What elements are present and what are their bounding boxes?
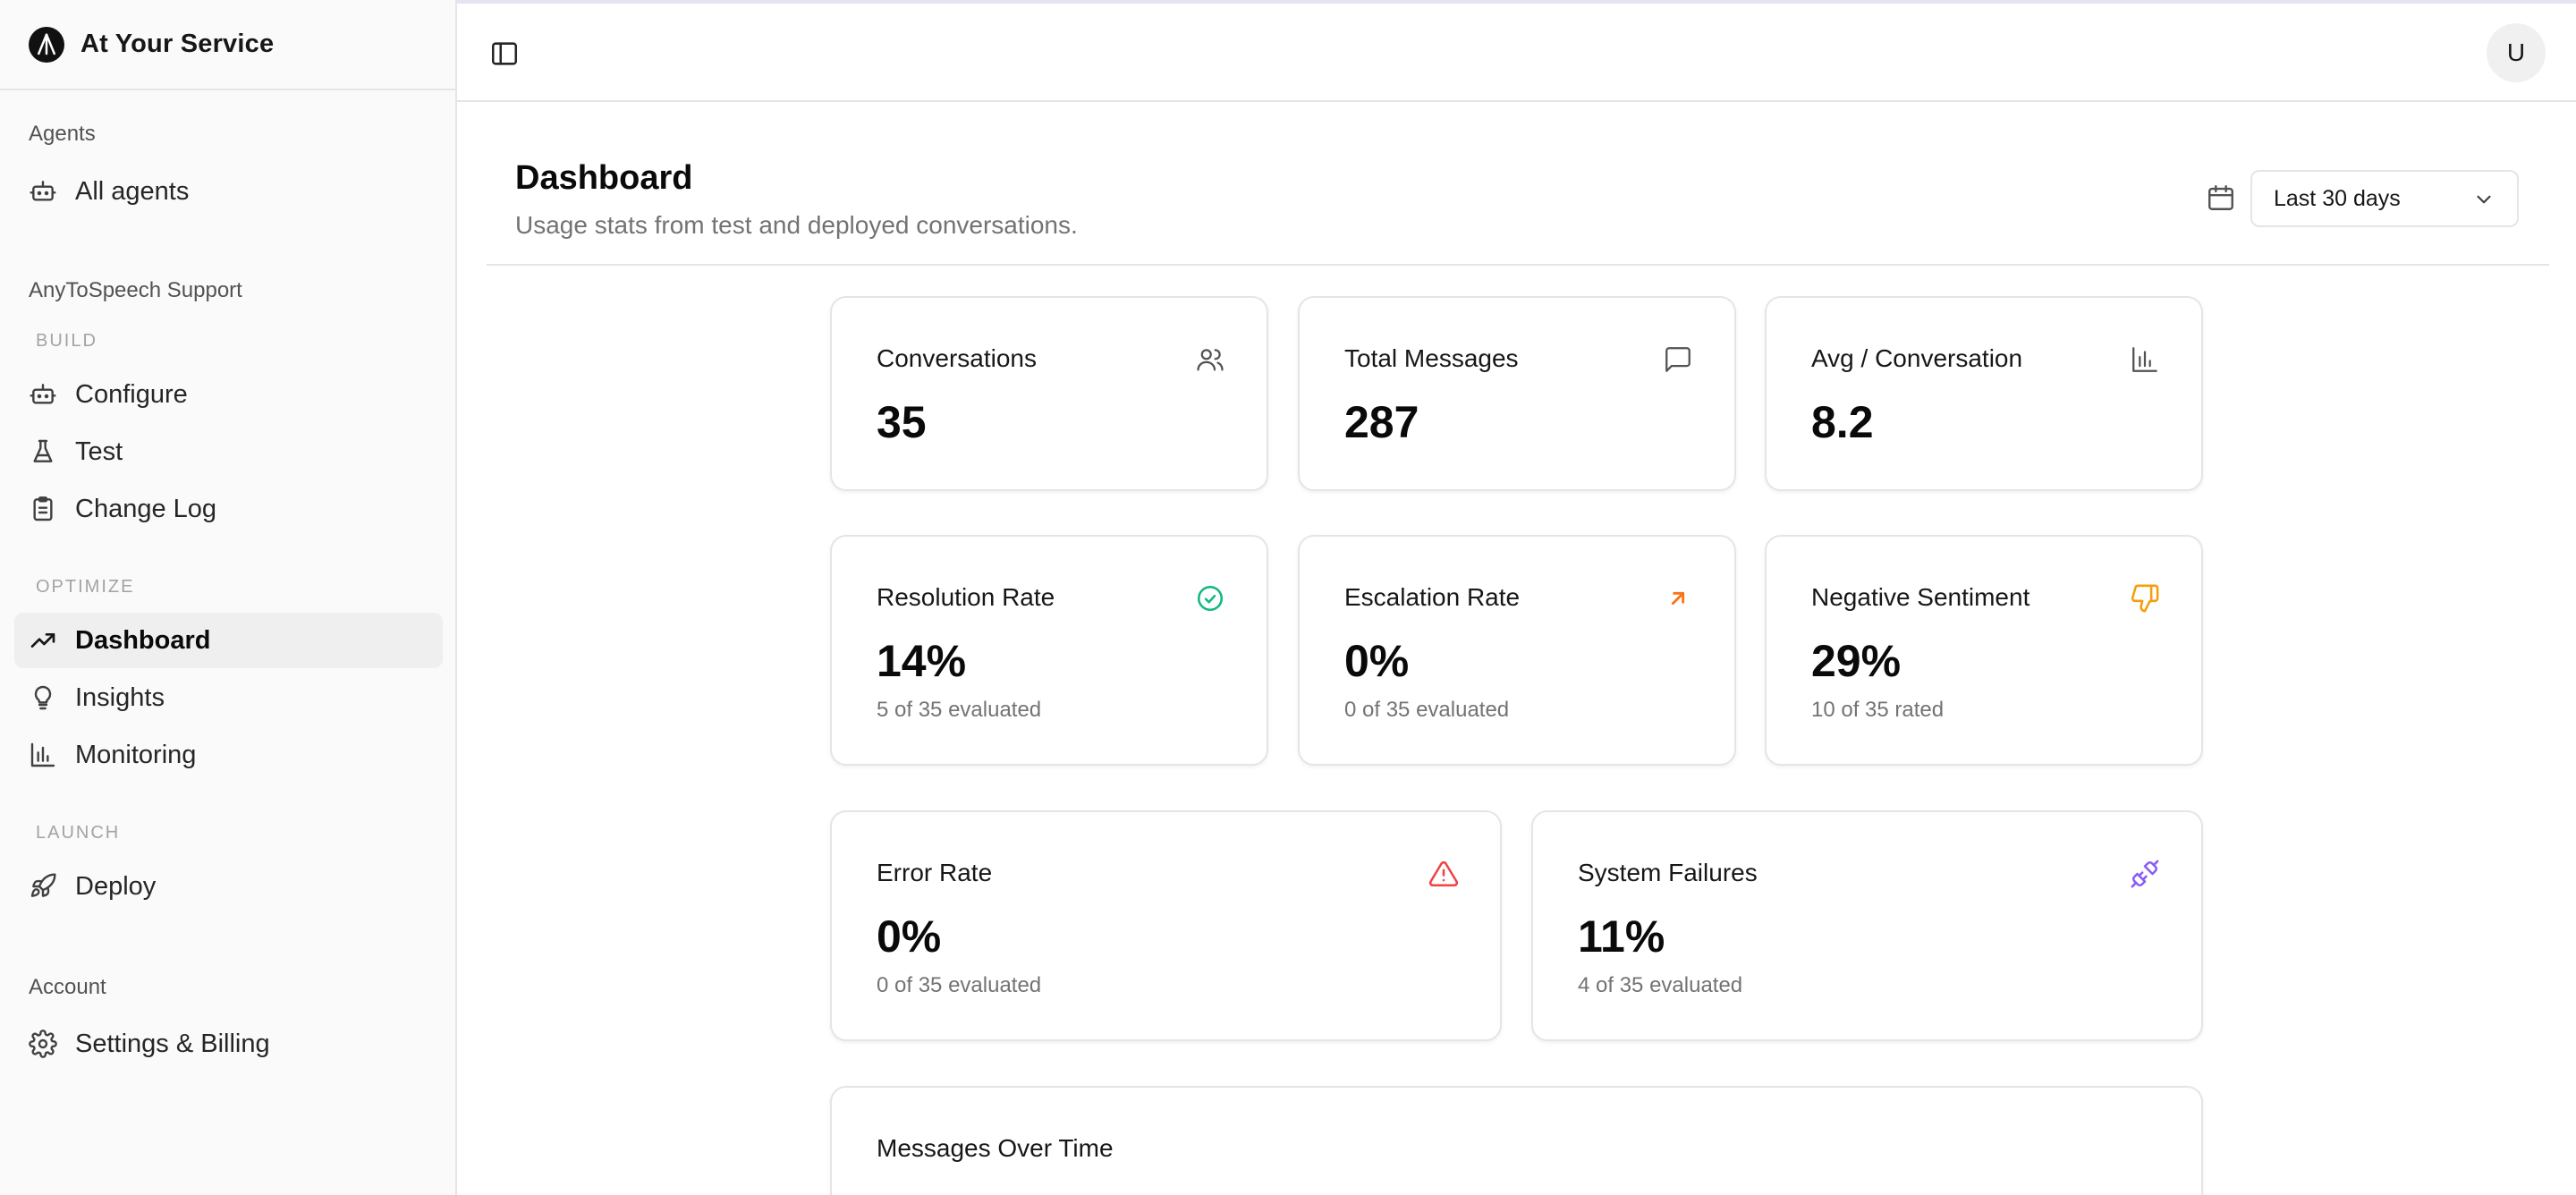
stat-card-escalation-rate: Escalation Rate 0% 0 of 35 evaluated (1298, 535, 1736, 766)
sidebar-item-label: Insights (75, 682, 165, 712)
sidebar-item-settings-billing[interactable]: Settings & Billing (14, 1016, 443, 1072)
date-range-value: Last 30 days (2274, 185, 2401, 211)
card-value: 287 (1344, 397, 1419, 447)
rocket-icon (29, 872, 57, 901)
group-label-launch: LAUNCH (36, 823, 121, 843)
panel-left-icon (491, 42, 518, 65)
sidebar-item-monitoring[interactable]: Monitoring (14, 727, 443, 783)
sidebar-item-configure[interactable]: Configure (14, 367, 443, 422)
header-divider (487, 264, 2549, 266)
card-title: Messages Over Time (877, 1134, 1114, 1162)
page-title: Dashboard (515, 159, 693, 197)
calendar-icon (2206, 182, 2236, 213)
sidebar: At Your Service Agents All agents AnyToS… (0, 0, 457, 1195)
avatar[interactable]: U (2487, 23, 2546, 82)
group-label-optimize: OPTIMIZE (36, 577, 135, 597)
brand[interactable]: At Your Service (0, 0, 455, 90)
gear-icon (29, 1030, 57, 1058)
card-label: Negative Sentiment (1811, 583, 2030, 611)
stat-card-avg-conversation: Avg / Conversation 8.2 (1765, 296, 2203, 491)
brand-name: At Your Service (80, 30, 275, 58)
card-value: 29% (1811, 636, 1902, 686)
sidebar-item-label: Monitoring (75, 740, 197, 769)
sidebar-item-label: Change Log (75, 494, 217, 523)
chevron-down-icon (2477, 195, 2491, 204)
card-value: 0% (1344, 636, 1410, 686)
sidebar-toggle-button[interactable] (487, 36, 522, 72)
card-note: 5 of 35 evaluated (877, 698, 1042, 722)
bar-chart-icon (2130, 344, 2160, 375)
stat-card-resolution-rate: Resolution Rate 14% 5 of 35 evaluated (830, 535, 1268, 766)
logo-icon (29, 26, 64, 63)
thumbs-down-icon (2130, 583, 2160, 614)
sidebar-item-test[interactable]: Test (14, 424, 443, 479)
flask-icon (29, 437, 57, 466)
group-label-build: BUILD (36, 331, 97, 351)
card-value: 8.2 (1811, 397, 1874, 447)
card-value: 11% (1578, 911, 1665, 962)
card-label: Avg / Conversation (1811, 344, 2023, 372)
section-title-project: AnyToSpeech Support (29, 278, 242, 302)
card-label: Resolution Rate (877, 583, 1055, 611)
stat-card-error-rate: Error Rate 0% 0 of 35 evaluated (830, 810, 1502, 1041)
arrow-up-right-icon (1663, 583, 1693, 614)
unplug-icon (2130, 859, 2160, 889)
lightbulb-icon (29, 683, 57, 712)
alert-triangle-icon (1428, 859, 1459, 889)
sidebar-item-label: Configure (75, 379, 188, 409)
topbar (457, 0, 2576, 102)
stat-card-total-messages: Total Messages 287 (1298, 296, 1736, 491)
card-value: 35 (877, 397, 927, 447)
card-note: 0 of 35 evaluated (877, 973, 1042, 997)
sidebar-item-label: Deploy (75, 871, 157, 901)
messages-over-time-card: Messages Over Time (830, 1086, 2203, 1195)
sidebar-item-label: Test (75, 436, 123, 466)
bot-icon (29, 380, 57, 409)
card-note: 0 of 35 evaluated (1344, 698, 1510, 722)
sidebar-item-change-log[interactable]: Change Log (14, 481, 443, 537)
clipboard-icon (29, 495, 57, 523)
trending-up-icon (29, 626, 57, 655)
card-value: 14% (877, 636, 967, 686)
card-value: 0% (877, 911, 942, 962)
users-icon (1195, 344, 1225, 375)
card-label: Error Rate (877, 859, 993, 886)
sidebar-item-label: Settings & Billing (75, 1029, 270, 1058)
stat-card-conversations: Conversations 35 (830, 296, 1268, 491)
stat-card-negative-sentiment: Negative Sentiment 29% 10 of 35 rated (1765, 535, 2203, 766)
card-note: 10 of 35 rated (1811, 698, 1945, 722)
sidebar-item-label: All agents (75, 176, 190, 206)
bot-icon (29, 177, 57, 206)
date-range-select[interactable]: Last 30 days (2250, 170, 2519, 227)
section-title-account: Account (29, 975, 106, 999)
card-label: Escalation Rate (1344, 583, 1521, 611)
card-label: Total Messages (1344, 344, 1519, 372)
page-subtitle: Usage stats from test and deployed conve… (515, 211, 1078, 239)
check-circle-icon (1195, 583, 1225, 614)
main-content (457, 0, 2576, 1195)
stat-card-system-failures: System Failures 11% 4 of 35 evaluated (1531, 810, 2203, 1041)
card-note: 4 of 35 evaluated (1578, 973, 1743, 997)
sidebar-item-insights[interactable]: Insights (14, 670, 443, 725)
sidebar-item-deploy[interactable]: Deploy (14, 859, 443, 914)
card-label: System Failures (1578, 859, 1758, 886)
top-accent-line (0, 0, 2576, 4)
sidebar-item-all-agents[interactable]: All agents (14, 164, 443, 219)
bar-chart-icon (29, 741, 57, 769)
message-square-icon (1663, 344, 1693, 375)
card-label: Conversations (877, 344, 1037, 372)
section-title-agents: Agents (29, 122, 96, 146)
sidebar-item-dashboard[interactable]: Dashboard (14, 613, 443, 668)
sidebar-item-label: Dashboard (75, 625, 211, 655)
